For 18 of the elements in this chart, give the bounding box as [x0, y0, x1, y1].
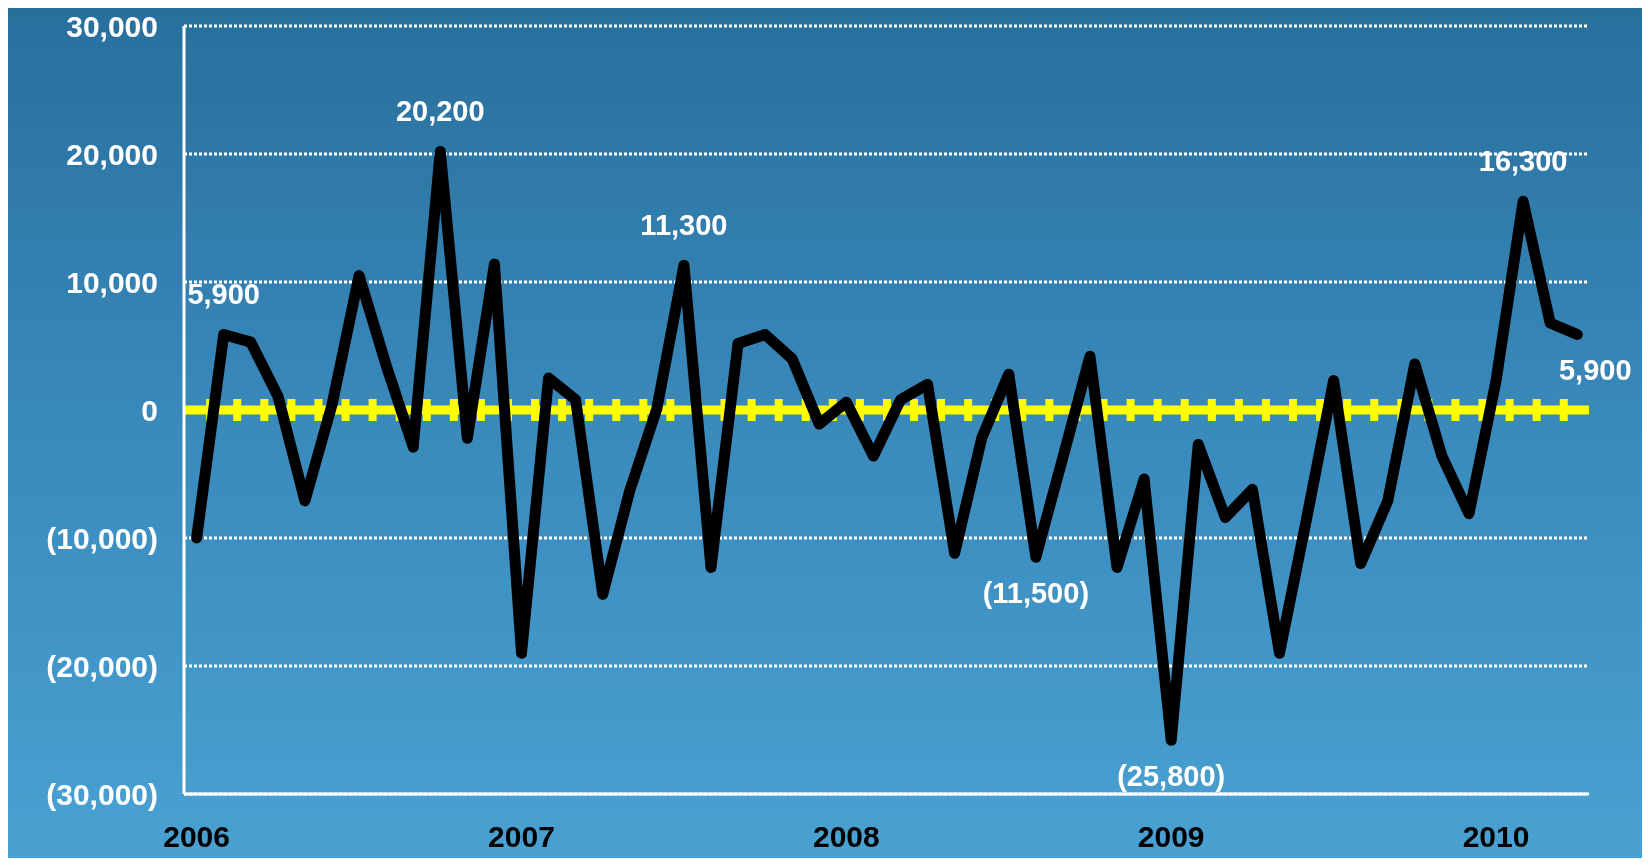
data-label: 20,200: [395, 95, 485, 128]
x-tick-label: 2009: [1137, 820, 1205, 854]
data-label: 5,900: [187, 278, 260, 311]
y-tick-label: 20,000: [66, 137, 158, 171]
y-tick-label: 0: [141, 393, 158, 427]
x-tick-label: 2010: [1462, 820, 1530, 854]
data-label: 5,900: [1558, 354, 1632, 387]
y-tick-label: (10,000): [46, 521, 158, 555]
y-tick-label: 10,000: [66, 265, 158, 299]
y-tick-label: 30,000: [66, 9, 158, 43]
data-label: (25,800): [1117, 760, 1226, 793]
y-tick-label: (30,000): [46, 777, 158, 811]
x-tick-label: 2006: [163, 820, 231, 854]
x-tick-label: 2007: [488, 820, 555, 854]
data-label: (11,500): [982, 577, 1090, 610]
y-tick-label: (20,000): [46, 649, 158, 683]
x-tick-label: 2008: [812, 820, 880, 854]
data-label: 11,300: [640, 209, 728, 242]
